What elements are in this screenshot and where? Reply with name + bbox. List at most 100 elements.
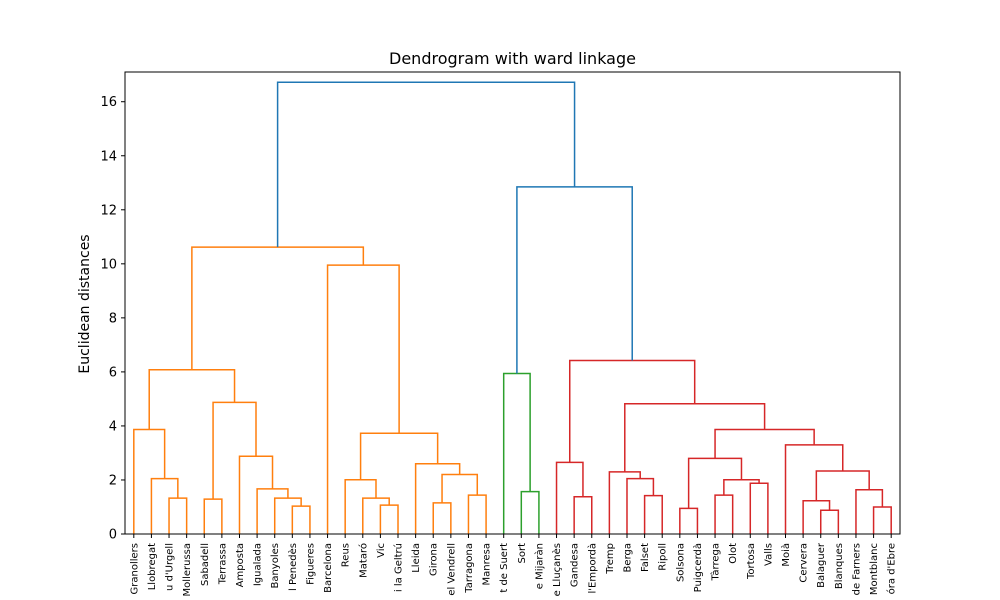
link-H2 — [555, 461, 584, 534]
leaf-label: Banyoles — [270, 543, 281, 589]
leaf-label: Tarragona — [464, 543, 475, 594]
link-ROOT — [276, 81, 576, 248]
link-B6 — [212, 401, 257, 500]
leaf-label: el Vendrell — [446, 543, 457, 596]
leaf-label: Berga — [622, 543, 633, 572]
link-C1 — [379, 504, 399, 534]
leaf-label: Falset — [640, 543, 651, 572]
link-A3 — [133, 428, 166, 534]
y-tick-label: 2 — [109, 473, 117, 488]
leaf-label: Llobregat — [147, 543, 158, 590]
leaf-label: Igualada — [253, 543, 264, 586]
leaf-label: de Farners — [851, 543, 862, 595]
link-E2 — [326, 264, 400, 534]
y-tick-label: 0 — [109, 528, 117, 543]
leaf-label: Terrassa — [217, 543, 228, 585]
chart-title: Dendrogram with ward linkage — [389, 49, 636, 68]
link-C3 — [344, 478, 377, 534]
link-K3 — [872, 506, 892, 534]
link-J4 — [723, 478, 760, 496]
link-B1 — [203, 498, 223, 534]
link-N — [516, 186, 633, 374]
leaf-label: Sort — [517, 543, 528, 564]
link-K6 — [784, 444, 844, 534]
link-M2 — [624, 403, 766, 472]
leaf-label: Mataró — [357, 543, 369, 578]
y-tick-label: 6 — [109, 365, 117, 380]
link-B5 — [238, 455, 274, 534]
link-G1 — [520, 490, 540, 534]
link-K4 — [855, 488, 884, 534]
leaf-label: Manresa — [482, 543, 493, 585]
link-L1 — [148, 368, 236, 430]
link-B3 — [273, 497, 302, 534]
link-E1 — [359, 432, 439, 480]
leaf-label: l'Empordà — [586, 543, 598, 593]
link-K2 — [802, 500, 831, 534]
leaf-label: Moià — [780, 543, 792, 567]
leaf-label: Granollers — [129, 543, 140, 594]
leaf-label: Olot — [728, 543, 739, 564]
leaf-label: Barcelona — [323, 543, 334, 593]
leaf-label: Girona — [429, 543, 440, 576]
leaf-label: Gandesa — [570, 543, 581, 587]
leaf-label: Montblanc — [869, 543, 880, 595]
plot-frame — [124, 71, 901, 535]
leaf-label: Tàrrega — [710, 543, 722, 582]
leaf-label: Figueres — [305, 543, 316, 585]
link-J2 — [714, 494, 734, 534]
link-I3 — [608, 471, 641, 534]
leaf-label: i la Geltrú — [393, 543, 405, 592]
x-axis-ticks: Granollers Llobregat u d'Urgell Mollerussa S… — [129, 534, 898, 596]
leaf-label: óra d'Ebre — [886, 543, 898, 594]
y-tick-label: 8 — [109, 311, 117, 326]
link-D2 — [467, 494, 487, 534]
link-A2 — [150, 477, 179, 534]
y-tick-label: 12 — [100, 203, 117, 218]
link-B4 — [256, 488, 289, 534]
leaf-label: Balaguer — [816, 542, 827, 588]
y-tick-label: 16 — [100, 95, 117, 110]
leaf-label: e Mijaràn — [533, 543, 545, 589]
leaf-label: e Lluçanès — [551, 543, 563, 596]
link-K1 — [819, 509, 840, 534]
y-axis-ticks: 0 2 4 6 8 10 12 14 16 — [100, 95, 125, 543]
link-K5 — [815, 470, 870, 501]
link-A1 — [168, 497, 188, 534]
leaf-label: Solsona — [675, 543, 686, 582]
link-M3 — [568, 359, 696, 463]
link-D3 — [441, 473, 479, 503]
leaf-label: Ripoll — [658, 543, 669, 571]
link-J5 — [687, 457, 743, 509]
leaf-label: l Penedès — [287, 543, 299, 591]
leaf-label: t de Suert — [499, 543, 510, 593]
link-I1 — [643, 494, 663, 534]
link-G2 — [502, 372, 531, 534]
y-tick-label: 4 — [109, 419, 117, 434]
leaf-label: Tortosa — [746, 543, 757, 580]
link-B2 — [291, 505, 311, 534]
leaf-label: Puigcerdà — [692, 543, 704, 592]
leaf-label: Cervera — [799, 543, 810, 583]
leaf-label: Lleida — [411, 543, 422, 573]
link-J3 — [749, 482, 769, 534]
leaf-label: Mollerussa — [182, 543, 193, 596]
leaf-label: Tremp — [605, 543, 616, 575]
link-D1 — [432, 502, 452, 534]
link-H1 — [573, 495, 593, 534]
dendrogram-links — [133, 81, 892, 534]
link-F — [191, 246, 365, 370]
y-tick-label: 10 — [100, 257, 117, 272]
leaf-label: Vic — [376, 543, 387, 558]
leaf-label: Amposta — [235, 543, 246, 587]
y-tick-label: 14 — [100, 149, 117, 164]
y-axis-label: Euclidean distances — [77, 234, 93, 373]
link-J1 — [679, 507, 699, 534]
link-C2 — [362, 497, 390, 534]
link-M1 — [714, 428, 815, 459]
leaf-label: u d'Urgell — [165, 543, 176, 591]
link-I2 — [626, 477, 655, 534]
leaf-label: Reus — [341, 543, 352, 567]
leaf-label: Blanques — [834, 543, 845, 589]
